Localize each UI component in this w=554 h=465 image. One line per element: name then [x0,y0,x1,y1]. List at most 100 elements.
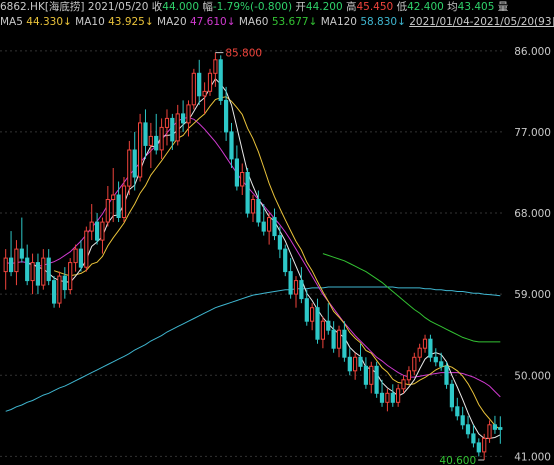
candle-body [465,424,471,435]
candle-body [433,356,438,363]
candle-body [224,99,229,133]
candle-body [19,248,24,259]
candle-body [111,194,116,200]
candle-body [369,365,374,385]
candle-body [444,365,449,385]
candle-body [41,257,46,286]
candle-body [449,383,454,408]
candle-body [14,248,19,273]
candle-body [476,442,481,453]
candle-body [331,329,336,349]
candle-body [288,271,293,295]
candle-body [25,257,30,282]
candle-body [9,257,14,273]
ma10-label: MA10 [75,16,105,28]
candle-body [299,280,304,300]
candle-body [379,392,385,403]
candle-body [401,379,406,390]
candle-body [460,415,465,426]
ma5-line [27,77,501,439]
close-value: 44.000 [162,1,200,13]
open-value: 44.200 [305,1,343,13]
candle-body [487,424,492,439]
candle-body [175,113,180,142]
ma20-value: 47.610↓ [189,16,236,28]
symbol-label[interactable]: 6862.HK[海底捞] [0,1,85,13]
candle-body [471,433,476,444]
ma5-value: 44.330↓ [26,16,72,28]
candle-body [482,437,487,453]
candle-body [234,158,240,187]
open-label: 开 [295,1,306,13]
low-value: 42.400 [407,1,444,13]
candle-body [138,122,143,178]
y-tick-label: 41.000 [514,451,551,463]
candle-body [428,338,433,358]
avg-value: 43.405 [457,1,495,13]
high-annotation: 85.800 [225,48,262,60]
change-label: 幅 [202,1,213,13]
y-tick-label: 50.000 [514,370,551,382]
ma-legend: MA5 44.330↓ MA10 43.925↓ MA20 47.610↓ MA… [0,15,554,30]
close-label: 收 [151,1,163,13]
high-label: 高 [345,1,357,13]
candle-body [272,217,277,237]
ma20-label: MA20 [157,16,187,28]
candle-body [116,194,121,218]
candle-body [406,370,411,381]
candle-body [197,72,202,97]
candle-body [30,262,35,282]
candle-body [320,320,325,340]
candle-body [250,199,256,214]
candle-body [326,320,331,331]
candle-body [52,280,57,304]
candle-body [148,135,153,146]
candle-body [498,427,503,430]
candle-body [170,117,175,142]
candle-body [412,356,417,372]
candle-body [347,356,352,372]
ma10-line [53,96,501,431]
candle-body [455,406,460,417]
candle-body [240,172,245,187]
candle-body [57,275,62,304]
candle-body [95,221,100,241]
ma60-label: MA60 [238,16,269,28]
candle-body [100,221,105,241]
candle-body [46,257,51,282]
candle-body [105,199,110,223]
candle-body [293,280,299,295]
ma5-label: MA5 [0,16,23,28]
y-tick-label: 59.000 [514,289,551,301]
candle-body [218,59,223,101]
candle-body [363,365,368,385]
date-label: 2021/05/20 [87,1,149,13]
avg-label: 均 [447,1,458,13]
low-label: 低 [396,1,408,13]
candle-body [261,221,266,232]
y-tick-label: 77.000 [514,127,551,139]
y-tick-label: 86.000 [514,46,551,58]
volume-label: 量 [497,1,509,13]
candle-body [213,59,218,74]
candle-body [132,149,137,178]
candle-body [310,307,315,322]
candle-body [336,329,342,349]
candle-body [277,235,282,250]
candle-body [396,388,401,403]
candle-body [417,347,422,358]
candle-body [78,248,84,268]
quote-header: 6862.HK[海底捞] 2021/05/20 收44.000 幅-1.79%(… [0,0,554,15]
candle-body [245,172,250,214]
date-range-selector[interactable]: 2021/01/04-2021/05/20(93日) [409,16,554,28]
candle-body [353,356,358,372]
candle-body [62,275,67,291]
candle-body [121,185,127,218]
low-annotation: 40.600 [439,455,476,465]
candle-body [358,356,363,367]
candle-body [267,217,272,232]
candle-body [68,262,73,291]
ma120-line [5,286,501,412]
candle-body [283,248,288,273]
